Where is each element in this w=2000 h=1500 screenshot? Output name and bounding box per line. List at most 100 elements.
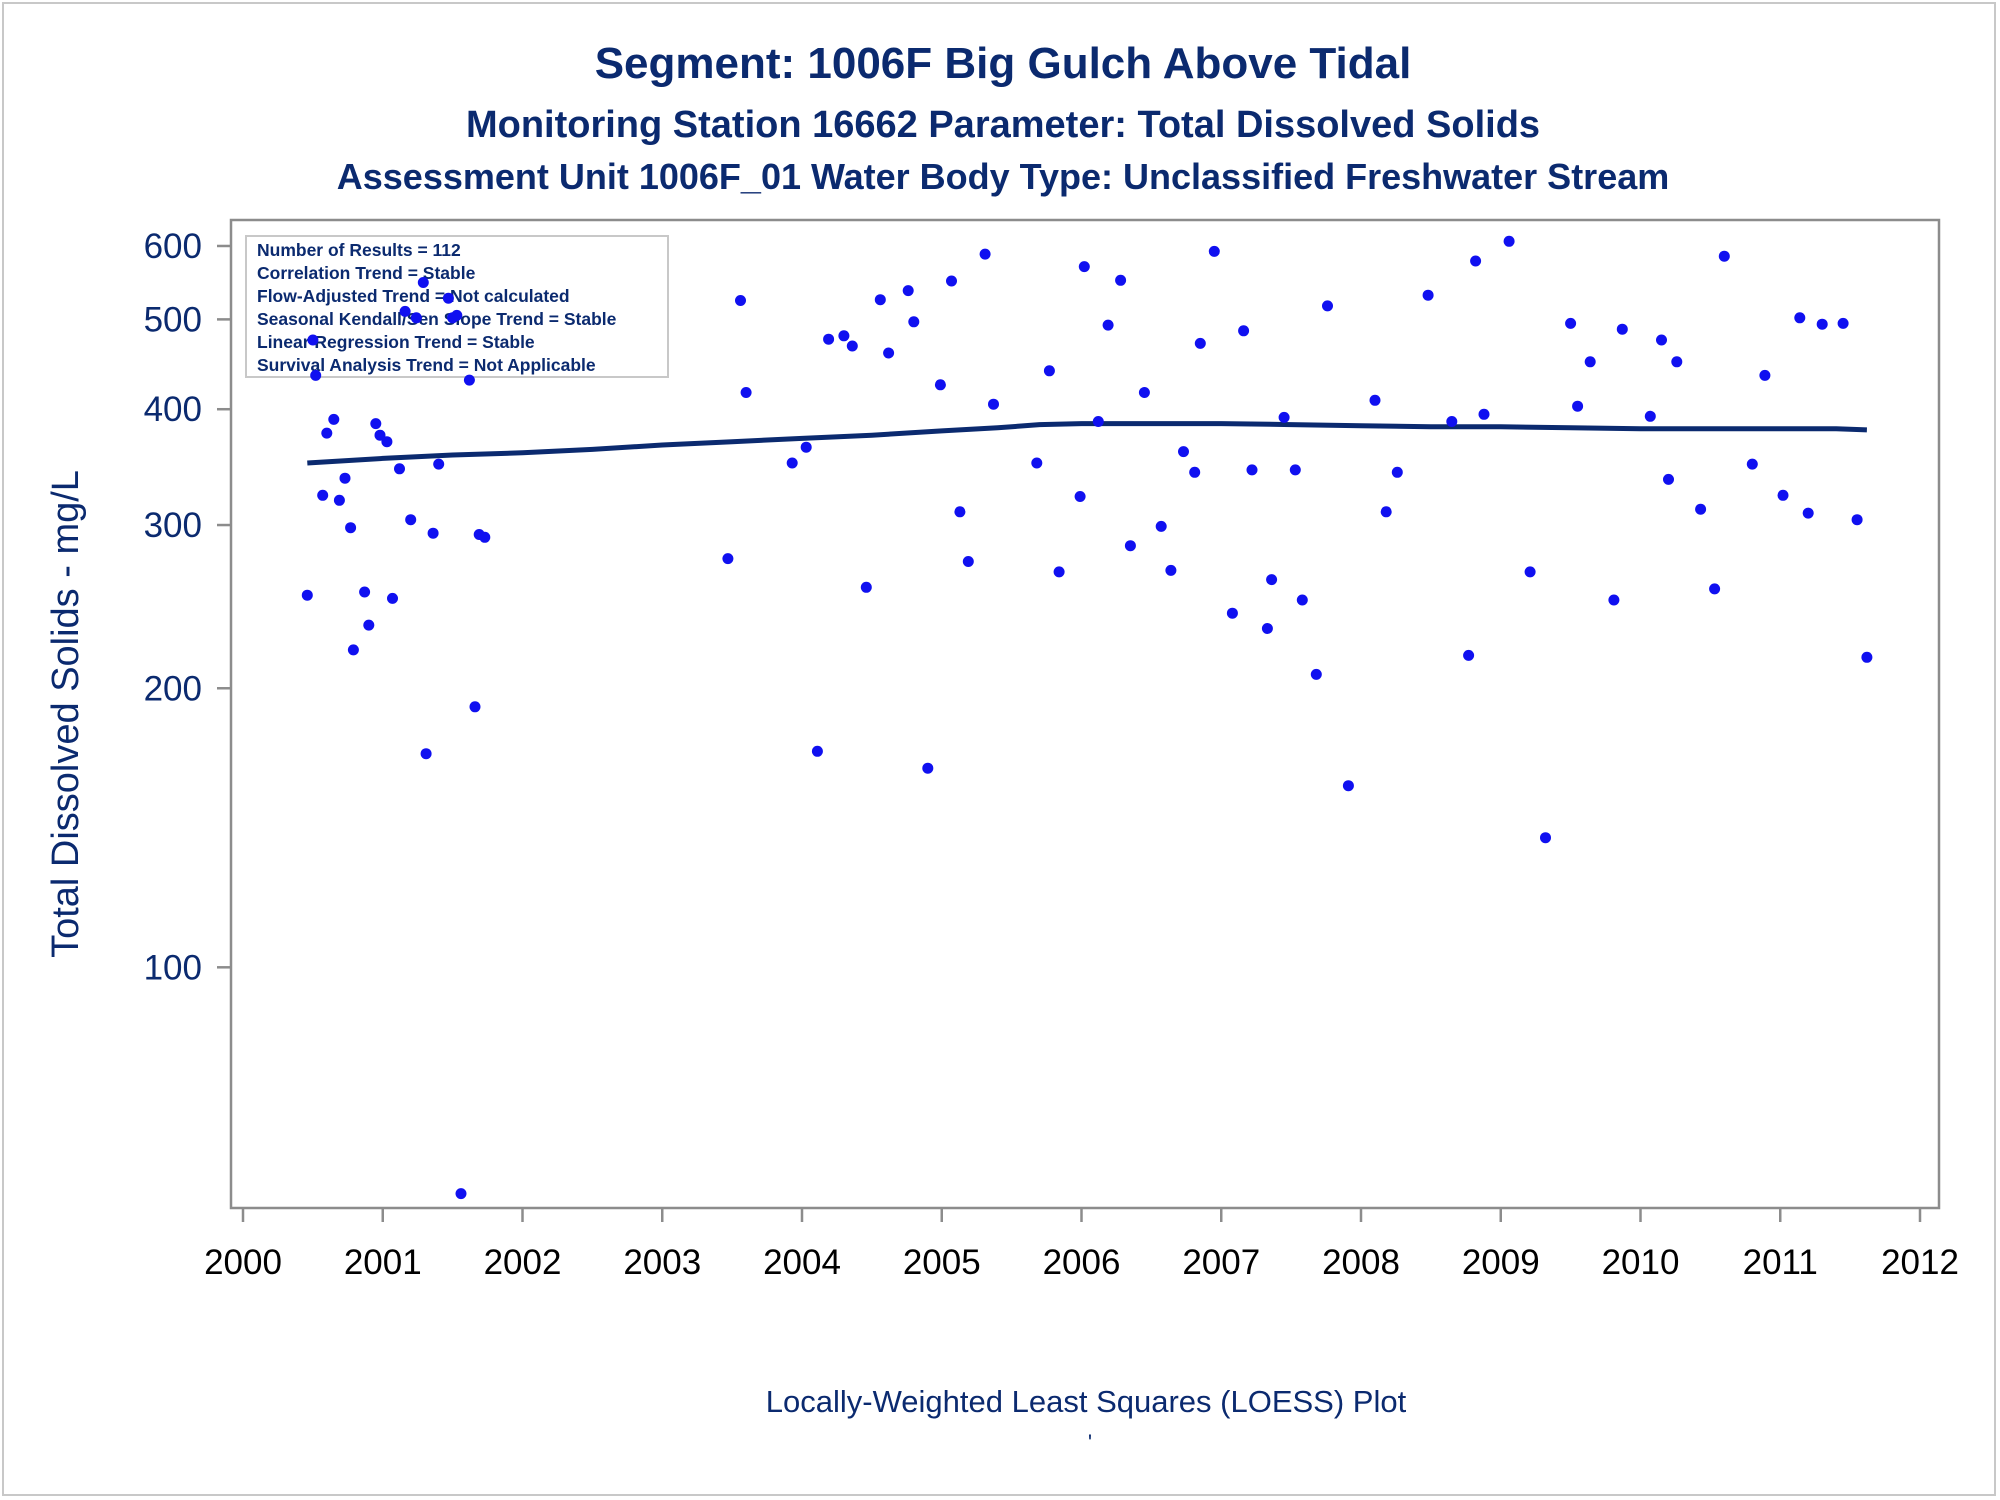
data-point-99 <box>1663 473 1674 485</box>
data-point-78 <box>1310 668 1322 680</box>
data-point-111 <box>1851 514 1863 526</box>
y-tick-label-200: 200 <box>144 669 202 708</box>
x-tick-label-2001: 2001 <box>344 1243 422 1282</box>
data-point-22 <box>420 748 432 760</box>
data-point-110 <box>1837 317 1849 329</box>
data-point-46 <box>908 316 920 328</box>
x-tick-label-2012: 2012 <box>1881 1243 1959 1282</box>
stats-line-results: Number of Results = 112 <box>257 240 461 260</box>
x-tick-label-2011: 2011 <box>1743 1243 1818 1282</box>
data-point-39 <box>823 333 835 345</box>
data-point-53 <box>988 398 999 410</box>
data-point-23 <box>427 527 439 539</box>
data-point-105 <box>1759 369 1771 381</box>
data-point-70 <box>1226 607 1238 619</box>
data-point-6 <box>328 413 340 425</box>
data-point-94 <box>1584 356 1596 368</box>
data-point-72 <box>1246 464 1258 476</box>
chart-title: Segment: 1006F Big Gulch Above Tidal <box>595 39 1412 88</box>
data-point-71 <box>1238 325 1250 337</box>
data-point-68 <box>1194 337 1206 349</box>
x-tick-label-2006: 2006 <box>1043 1243 1121 1282</box>
data-point-3 <box>310 369 322 381</box>
data-point-49 <box>946 275 957 287</box>
data-point-56 <box>1053 566 1065 578</box>
x-tick-label-2002: 2002 <box>484 1243 562 1282</box>
data-point-66 <box>1178 446 1189 458</box>
data-point-80 <box>1342 780 1354 792</box>
data-point-74 <box>1266 574 1278 586</box>
data-point-28 <box>455 1188 467 1200</box>
data-point-7 <box>333 494 345 506</box>
loess-line <box>307 421 1867 466</box>
stats-line-seasonal-kendall: Seasonal Kendall/Sen Slope Trend = Stabl… <box>257 309 617 329</box>
data-point-34 <box>735 295 746 306</box>
chart-subtitle-2: Assessment Unit 1006F_01 Water Body Type… <box>337 156 1670 197</box>
data-point-1 <box>301 589 313 601</box>
data-point-83 <box>1391 466 1403 478</box>
data-point-91 <box>1540 832 1551 844</box>
data-point-69 <box>1208 245 1220 257</box>
y-axis-label: Total Dissolved Solids - mg/L <box>45 470 87 958</box>
y-tick-label-400: 400 <box>144 390 202 429</box>
data-point-89 <box>1503 235 1515 247</box>
data-point-85 <box>1446 416 1458 427</box>
data-point-76 <box>1289 464 1301 476</box>
data-point-35 <box>740 387 752 398</box>
data-point-97 <box>1644 410 1656 422</box>
data-point-77 <box>1296 594 1308 606</box>
data-point-75 <box>1278 411 1290 423</box>
stats-line-linear-regression: Linear Regression Trend = Stable <box>257 332 535 352</box>
data-point-30 <box>469 701 481 713</box>
data-point-88 <box>1478 408 1490 420</box>
data-point-13 <box>370 418 382 430</box>
data-point-107 <box>1794 312 1806 324</box>
data-point-96 <box>1616 323 1628 335</box>
chart-subtitle: Monitoring Station 16662 Parameter: Tota… <box>466 104 1540 146</box>
x-tick-label-2003: 2003 <box>623 1243 701 1282</box>
data-point-25 <box>442 292 454 304</box>
data-point-14 <box>374 429 386 441</box>
data-point-37 <box>800 441 812 453</box>
data-point-106 <box>1777 489 1789 501</box>
data-point-58 <box>1078 261 1090 273</box>
stats-box-border <box>245 235 669 378</box>
data-point-81 <box>1369 394 1381 406</box>
data-point-55 <box>1043 365 1055 377</box>
data-point-109 <box>1816 318 1828 330</box>
data-point-112 <box>1861 651 1873 663</box>
data-point-17 <box>394 463 405 475</box>
data-point-33 <box>722 553 734 565</box>
points-layer <box>301 235 1873 1200</box>
data-point-104 <box>1746 458 1758 470</box>
footnote-mark: ' <box>1088 1430 1092 1455</box>
y-tick-label-600: 600 <box>144 227 202 266</box>
data-point-29 <box>463 374 475 386</box>
x-tick-label-2007: 2007 <box>1182 1243 1260 1282</box>
data-point-102 <box>1709 583 1721 595</box>
data-point-62 <box>1124 540 1136 552</box>
data-point-103 <box>1718 250 1730 262</box>
data-point-45 <box>902 285 914 297</box>
data-point-18 <box>399 305 411 317</box>
data-point-12 <box>363 619 375 631</box>
data-point-47 <box>922 762 934 774</box>
data-point-98 <box>1656 334 1667 346</box>
data-point-20 <box>410 312 422 324</box>
stats-line-flow-adjusted: Flow-Adjusted Trend = Not calculated <box>257 286 570 306</box>
plot-area <box>229 218 1941 1210</box>
data-point-95 <box>1608 594 1620 606</box>
stats-line-correlation: Correlation Trend = Stable <box>257 263 476 283</box>
data-point-32 <box>479 531 491 543</box>
x-tick-label-2005: 2005 <box>903 1243 981 1282</box>
x-tick-label-2009: 2009 <box>1462 1243 1540 1282</box>
data-point-4 <box>317 489 329 501</box>
data-point-27 <box>451 309 463 321</box>
data-point-101 <box>1695 503 1707 515</box>
data-point-43 <box>874 294 886 306</box>
data-point-15 <box>381 436 393 448</box>
x-tick-label-2008: 2008 <box>1322 1243 1400 1282</box>
data-point-24 <box>433 458 445 470</box>
data-point-93 <box>1572 400 1584 412</box>
